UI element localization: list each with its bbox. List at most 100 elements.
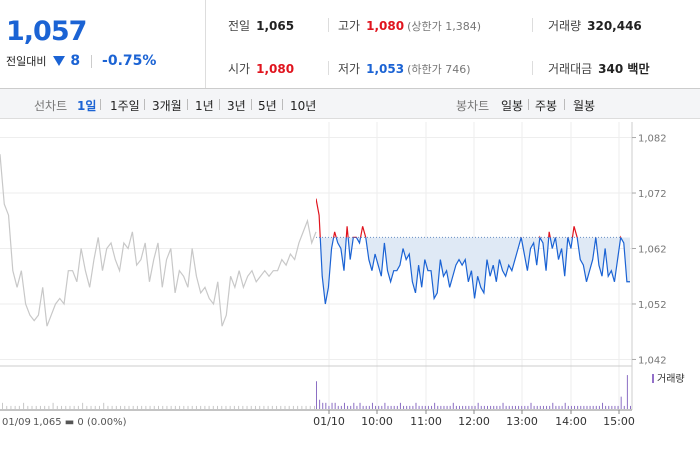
tab-3month[interactable]: 3개월 (152, 99, 182, 113)
volume-bar-prev (174, 405, 176, 409)
volume-bar-today (406, 405, 408, 409)
volume-bar-today (480, 405, 482, 409)
below-baseline-area (316, 237, 630, 304)
volume-bar-today (561, 405, 563, 409)
divider (328, 18, 329, 32)
volume-bar-today (319, 399, 321, 409)
volume-bar-today (415, 402, 417, 409)
volume-bar-today (465, 405, 467, 409)
volume-bar-today (505, 405, 507, 409)
volume-bar-prev (65, 405, 67, 409)
open-label: 시가 (228, 62, 251, 76)
volume-bar-today (440, 405, 442, 409)
tab-1day[interactable]: 1일 (77, 99, 97, 113)
change-row: 전일대비 8 -0.75% (6, 53, 156, 69)
volume-bar-prev (297, 405, 299, 409)
tab-5year[interactable]: 5년 (258, 99, 277, 113)
tab-1week[interactable]: 1주일 (110, 99, 140, 113)
volume-bar-prev (212, 405, 214, 409)
volume-bar-today (431, 405, 433, 409)
volume-bar-today (527, 405, 529, 409)
volume-bar-today (502, 402, 504, 409)
tab-3year[interactable]: 3년 (227, 99, 246, 113)
period-bar: 선차트 1일 1주일 3개월 1년 3년 5년 10년 봉차트 일봉 주봉 월봉 (0, 89, 700, 119)
volume-bar-today (368, 405, 370, 409)
volume-bar-prev (77, 405, 79, 409)
volume-bar-today (533, 405, 535, 409)
volume-bar-today (334, 402, 336, 409)
volume-bar-today (421, 405, 423, 409)
volume-bar-today (353, 402, 355, 409)
volume-bar-today (608, 405, 610, 409)
volume-bar-today (583, 405, 585, 409)
volume-bar-today (384, 402, 386, 409)
volume-bar-today (552, 402, 554, 409)
volume-bar-today (403, 405, 405, 409)
volume-bar-today (589, 405, 591, 409)
volume-bar-prev (225, 405, 227, 409)
candle-chart-label: 봉차트 (456, 99, 490, 113)
volume-bar-prev (162, 405, 164, 409)
price-box: 1,057 전일대비 8 -0.75% (0, 0, 206, 88)
volume-bar-prev (6, 405, 8, 409)
divider (100, 99, 101, 110)
volume-bar-prev (233, 405, 235, 409)
line-chart-label: 선차트 (34, 99, 68, 113)
volume-bar-prev (191, 405, 193, 409)
change-label: 전일대비 (6, 55, 47, 68)
volume-bar-prev (263, 405, 265, 409)
current-price: 1,057 (6, 16, 87, 47)
volume-bar-today (518, 405, 520, 409)
trade-value-label: 거래대금 (548, 62, 593, 76)
volume-bar-today (331, 402, 333, 409)
volume-bar-today (598, 405, 600, 409)
tab-daily-candle[interactable]: 일봉 (501, 99, 524, 113)
volume-bar-today (602, 402, 604, 409)
volume-bar-today (343, 402, 345, 409)
volume-bar-prev (149, 405, 151, 409)
volume-bar-prev (288, 405, 290, 409)
volume-bar-today (462, 405, 464, 409)
tab-1year[interactable]: 1년 (195, 99, 214, 113)
divider (532, 61, 533, 75)
volume-bar-today (567, 405, 569, 409)
volume-bar-today (350, 405, 352, 409)
volume-bar-today (325, 402, 327, 409)
volume-bar-today (586, 405, 588, 409)
volume-bar-prev (82, 402, 84, 409)
tab-monthly-candle[interactable]: 월봉 (573, 99, 596, 113)
volume-bar-prev (39, 405, 41, 409)
high-value: 1,080 (366, 19, 405, 33)
volume-bar-today (570, 405, 572, 409)
volume-bar-today (437, 405, 439, 409)
volume-bar-prev (170, 405, 172, 409)
tab-weekly-candle[interactable]: 주봉 (535, 99, 558, 113)
divider (187, 99, 188, 110)
open-stat: 시가 1,080 (228, 60, 294, 77)
volume-bar-today (322, 402, 324, 409)
volume-bar-today (427, 405, 429, 409)
volume-bar-today (511, 405, 513, 409)
volume-bar-prev (280, 405, 282, 409)
volume-bar-prev (61, 405, 63, 409)
volume-bar-today (359, 402, 361, 409)
volume-bar-today (328, 405, 330, 409)
volume-bar-today (483, 405, 485, 409)
volume-bar-prev (314, 405, 315, 409)
volume-bar-today (459, 405, 461, 409)
volume-bar-prev (86, 405, 88, 409)
divider (144, 99, 145, 110)
volume-bar-today (378, 405, 380, 409)
volume-bar-prev (48, 405, 50, 409)
volume-bar-today (449, 405, 451, 409)
high-stat: 고가 1,080 (상한가 1,384) (338, 17, 481, 34)
volume-bar-today (434, 402, 436, 409)
volume-bar-prev (90, 405, 92, 409)
open-value: 1,080 (256, 62, 295, 76)
volume-stat: 거래량 320,446 (548, 17, 642, 34)
volume-bar-today (574, 405, 576, 409)
volume-bar-today (514, 405, 516, 409)
volume-bar-prev (10, 405, 12, 409)
volume-bar-prev (238, 405, 240, 409)
tab-10year[interactable]: 10년 (290, 99, 317, 113)
